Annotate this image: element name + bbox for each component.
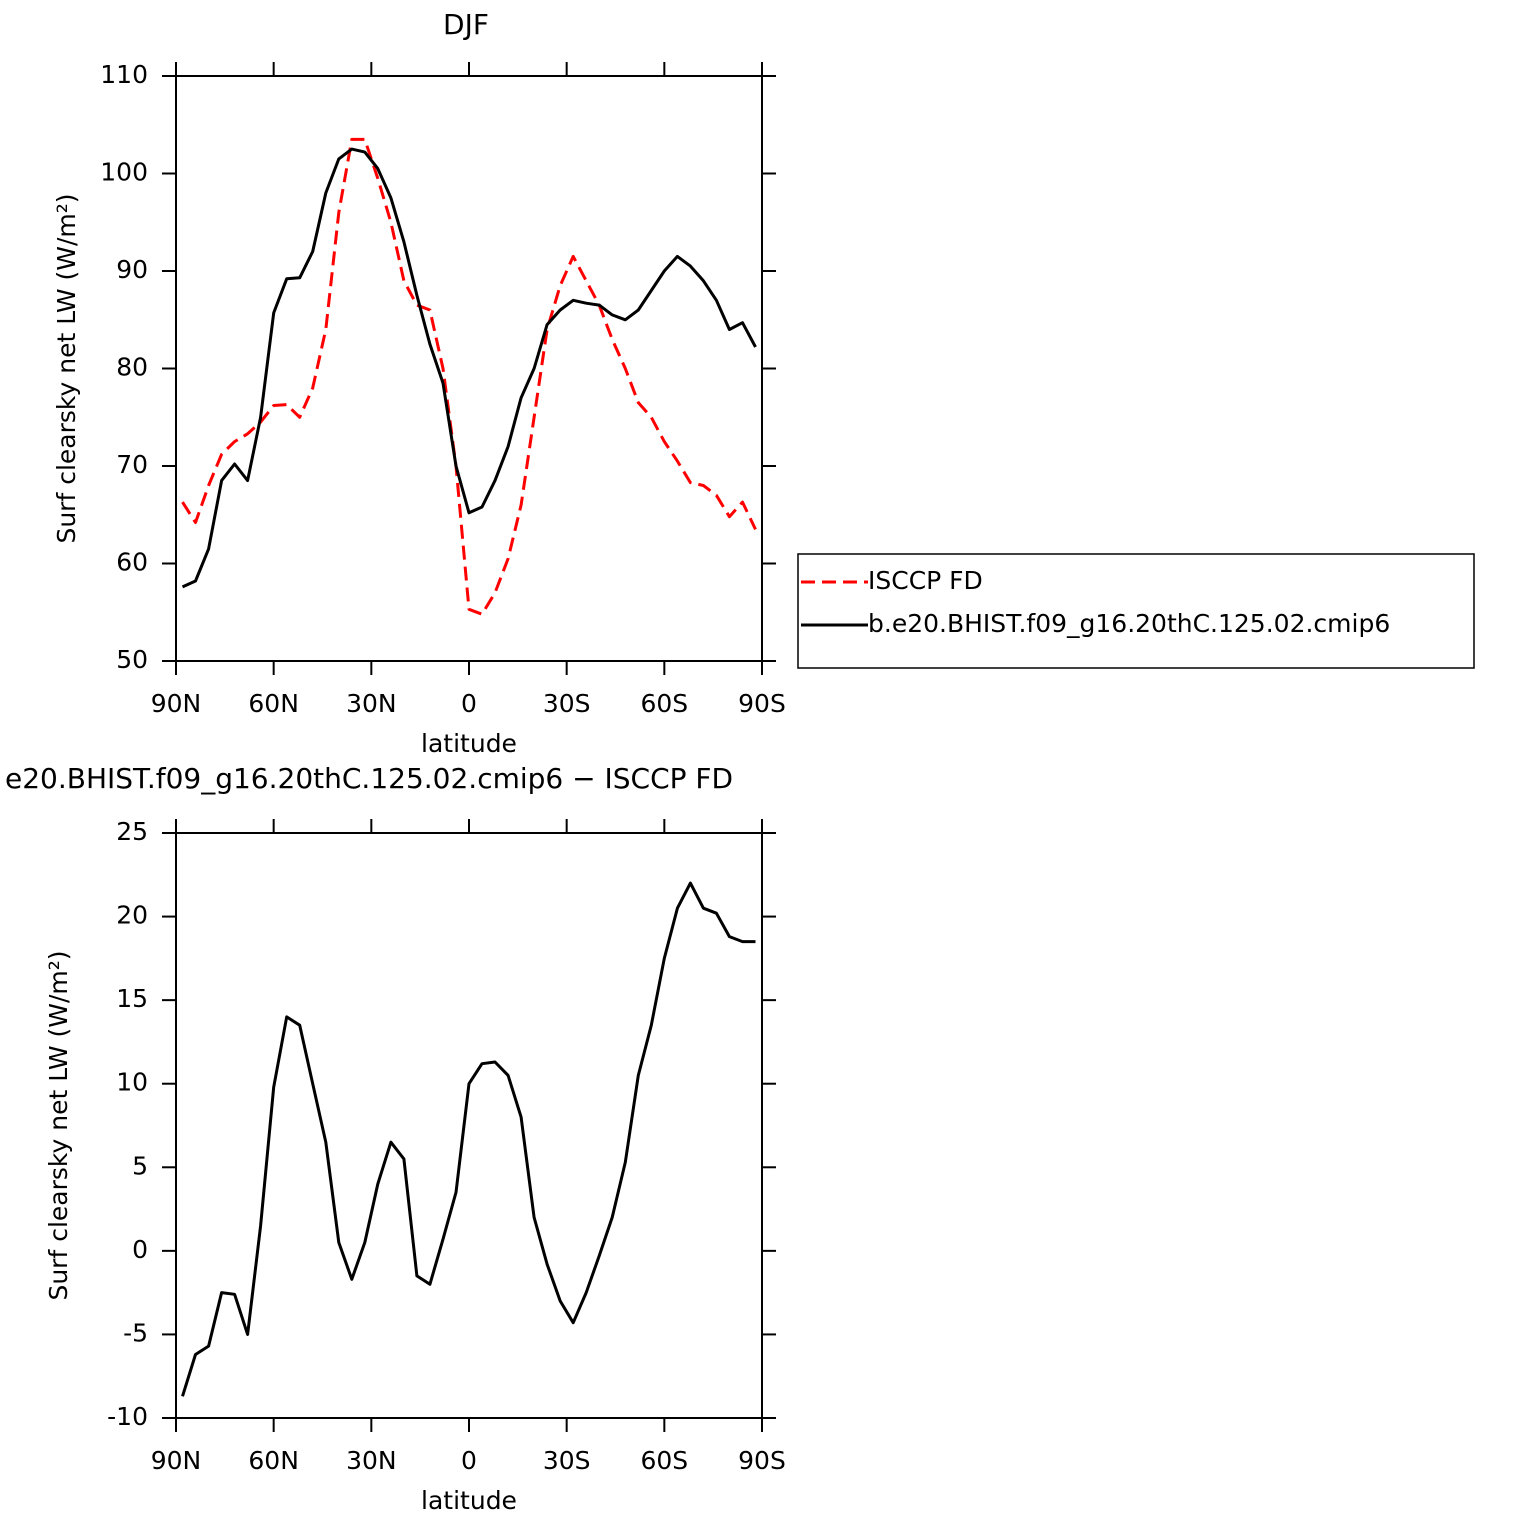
y-tick-label: 15: [116, 984, 148, 1013]
y-tick-label: 60: [116, 548, 148, 577]
y-tick-label: 90: [116, 255, 148, 284]
legend-label: ISCCP FD: [868, 566, 983, 595]
x-tick-label: 0: [461, 1446, 477, 1475]
y-tick-label: -10: [107, 1402, 148, 1431]
x-tick-label: 90N: [151, 1446, 202, 1475]
chart-title: e20.BHIST.f09_g16.20thC.125.02.cmip6 − I…: [5, 762, 733, 795]
x-tick-label: 30N: [346, 689, 397, 718]
legend-label: b.e20.BHIST.f09_g16.20thC.125.02.cmip6: [868, 609, 1390, 638]
series-line: [181, 137, 757, 616]
chart-title: DJF: [443, 8, 489, 41]
x-tick-label: 30S: [543, 1446, 591, 1475]
x-tick-label: 90N: [151, 689, 202, 718]
y-tick-label: 10: [116, 1068, 148, 1097]
x-tick-label: 90S: [738, 689, 786, 718]
y-axis-label: Surf clearsky net LW (W/m²): [52, 193, 81, 543]
y-axis-label: Surf clearsky net LW (W/m²): [44, 950, 73, 1300]
x-tick-label: 60N: [248, 689, 299, 718]
y-tick-label: 100: [100, 158, 148, 187]
x-tick-label: 60N: [248, 1446, 299, 1475]
x-tick-label: 90S: [738, 1446, 786, 1475]
x-axis-label: latitude: [421, 1486, 517, 1515]
y-tick-label: 110: [100, 60, 148, 89]
x-tick-label: 60S: [640, 1446, 688, 1475]
y-tick-label: 0: [132, 1235, 148, 1264]
y-tick-label: 70: [116, 450, 148, 479]
x-tick-label: 30S: [543, 689, 591, 718]
series-line: [181, 881, 756, 1397]
x-tick-label: 0: [461, 689, 477, 718]
y-tick-label: 80: [116, 353, 148, 382]
y-tick-label: 50: [116, 645, 148, 674]
plot-frame: [175, 832, 763, 1419]
plot-frame: [175, 75, 763, 662]
y-tick-label: 5: [132, 1151, 148, 1180]
legend-box: [797, 553, 1475, 669]
x-tick-label: 30N: [346, 1446, 397, 1475]
series-line: [181, 147, 757, 589]
y-tick-label: 25: [116, 817, 148, 846]
y-tick-label: 20: [116, 901, 148, 930]
x-tick-label: 60S: [640, 689, 688, 718]
x-axis-label: latitude: [421, 729, 517, 758]
y-tick-label: -5: [123, 1318, 148, 1347]
